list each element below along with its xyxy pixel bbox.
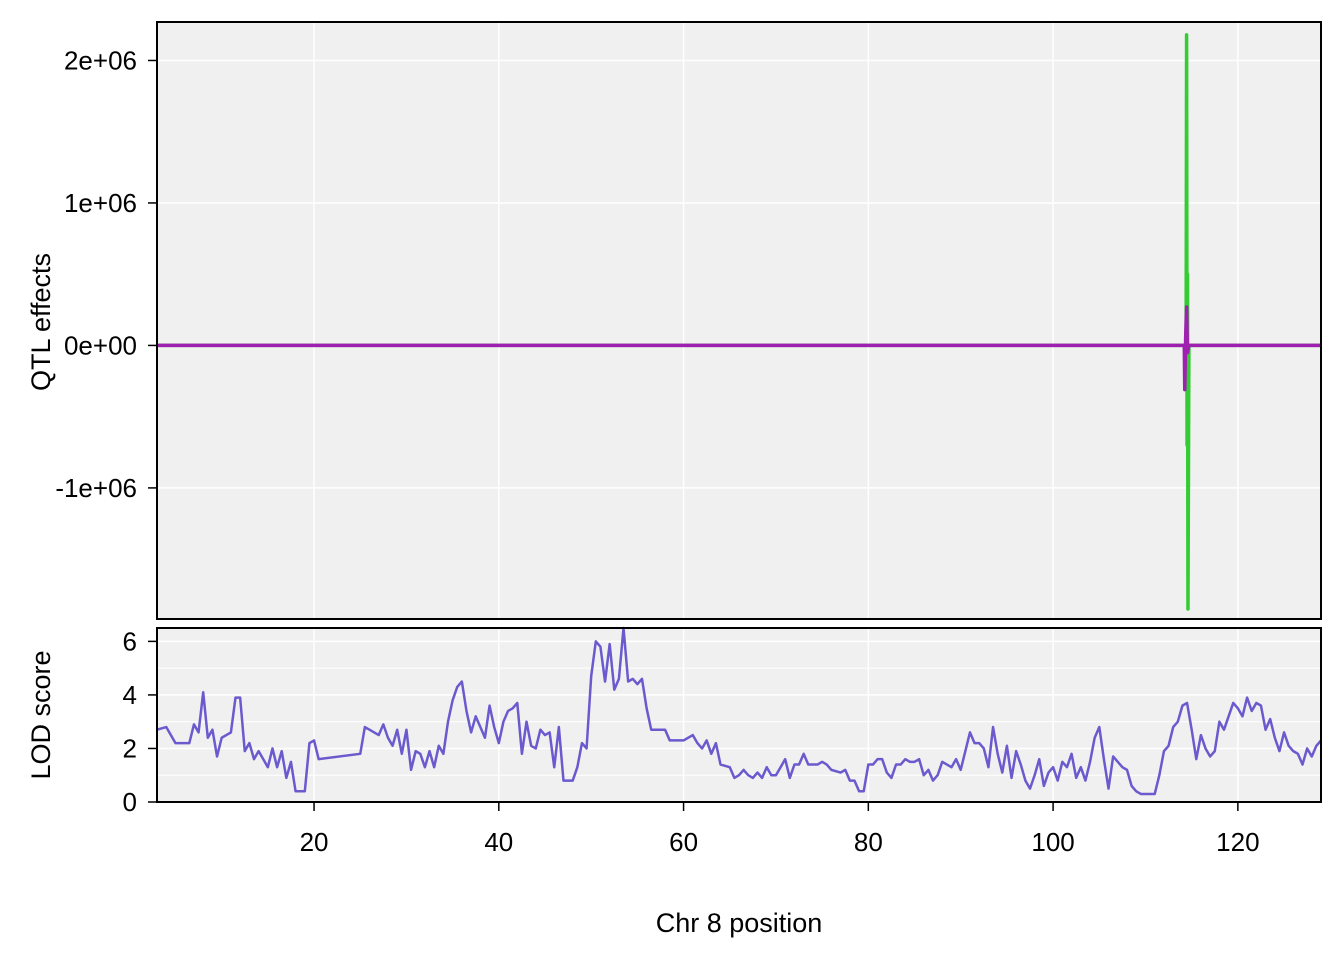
lod-series-line-0 <box>156 626 1322 796</box>
x-tick-label: 60 <box>669 827 698 857</box>
lod-y-tick-label: 4 <box>123 680 137 710</box>
lod-series <box>156 626 1322 796</box>
effects-y-ticks: -1e+06 0e+00 1e+06 2e+06 <box>55 45 157 503</box>
x-tick-label: 20 <box>300 827 329 857</box>
effects-series-line-1 <box>157 305 1321 392</box>
effects-gridlines <box>157 22 1321 619</box>
effects-y-axis-title: QTL effects <box>26 253 56 391</box>
qtl-effects-panel: -1e+06 0e+00 1e+06 2e+06 QTL effects <box>26 21 1322 620</box>
effects-plot-background <box>157 22 1321 619</box>
lod-y-tick-label: 2 <box>123 733 137 763</box>
effects-y-tick-label: 1e+06 <box>64 188 137 218</box>
lod-y-ticks: 0 2 4 6 <box>123 626 157 817</box>
lod-y-tick-label: 6 <box>123 626 137 656</box>
effects-series <box>157 33 1321 611</box>
effects-y-tick-label: 2e+06 <box>64 45 137 75</box>
x-axis-title: Chr 8 position <box>656 908 823 938</box>
effects-y-tick-label: -1e+06 <box>55 473 137 503</box>
x-ticks: 20 40 60 80 100 120 <box>300 802 1260 857</box>
x-tick-label: 120 <box>1216 827 1259 857</box>
lod-panel: 0 2 4 6 20 40 60 80 100 120 LOD score Chr 8 posi… <box>26 626 1322 938</box>
x-tick-label: 80 <box>854 827 883 857</box>
effects-plot-border <box>156 21 1322 620</box>
lod-y-tick-label: 0 <box>123 787 137 817</box>
lod-plot-border <box>156 627 1322 803</box>
x-tick-label: 100 <box>1031 827 1074 857</box>
x-tick-label: 40 <box>484 827 513 857</box>
effects-y-tick-label: 0e+00 <box>64 330 137 360</box>
effects-series-line-0 <box>157 33 1321 611</box>
lod-y-axis-title: LOD score <box>26 650 56 779</box>
